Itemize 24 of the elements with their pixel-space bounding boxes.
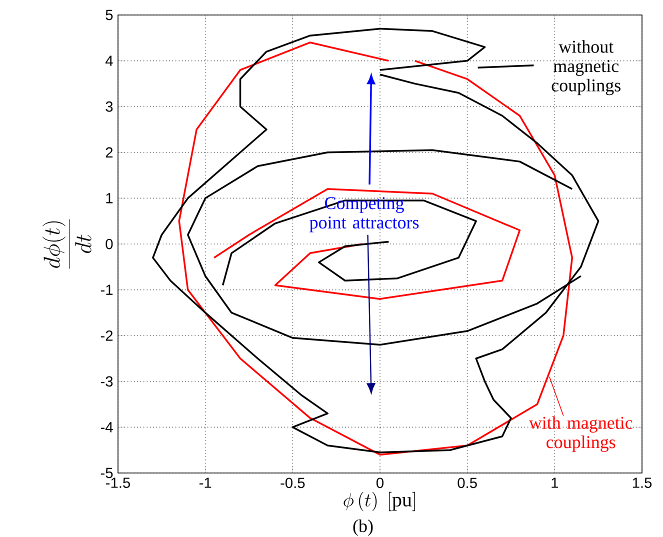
x-tick-label: -1.5 [106, 478, 130, 488]
y-tick-label: 0 [106, 238, 113, 250]
y-tick-label: 1 [106, 193, 113, 204]
y-tick-label: -5 [100, 468, 113, 478]
y-tick-label: -2 [100, 330, 113, 341]
y-tick-label: 3 [106, 101, 113, 112]
y-axis-title: $\frac{d\phi(t)}{dt}$ [42, 219, 92, 269]
x-tick-label: 0.5 [458, 478, 477, 488]
x-axis-title: $\phi\left(t\right)\ [\mathrm{pu}]$ [344, 492, 415, 512]
x-tick-label: 0 [376, 478, 384, 488]
y-tick-label: -3 [100, 376, 113, 387]
annotation: without magnetic couplings [552, 40, 620, 96]
y-tick-label: -1 [100, 284, 113, 295]
y-tick-label: 5 [106, 10, 113, 20]
annotation: with magnetic couplings [528, 416, 632, 452]
x-tick-label: 1 [552, 478, 558, 488]
text: (b) [353, 520, 373, 536]
y-tick-label: 4 [105, 56, 113, 66]
y-tick-label: -4 [100, 422, 113, 432]
x-tick-label: 1.5 [632, 478, 652, 488]
x-tick-label: -0.5 [280, 478, 305, 488]
annotation: Competing point attractors [310, 197, 419, 232]
y-tick-label: 2 [106, 147, 113, 158]
x-tick-label: -1 [199, 478, 212, 488]
